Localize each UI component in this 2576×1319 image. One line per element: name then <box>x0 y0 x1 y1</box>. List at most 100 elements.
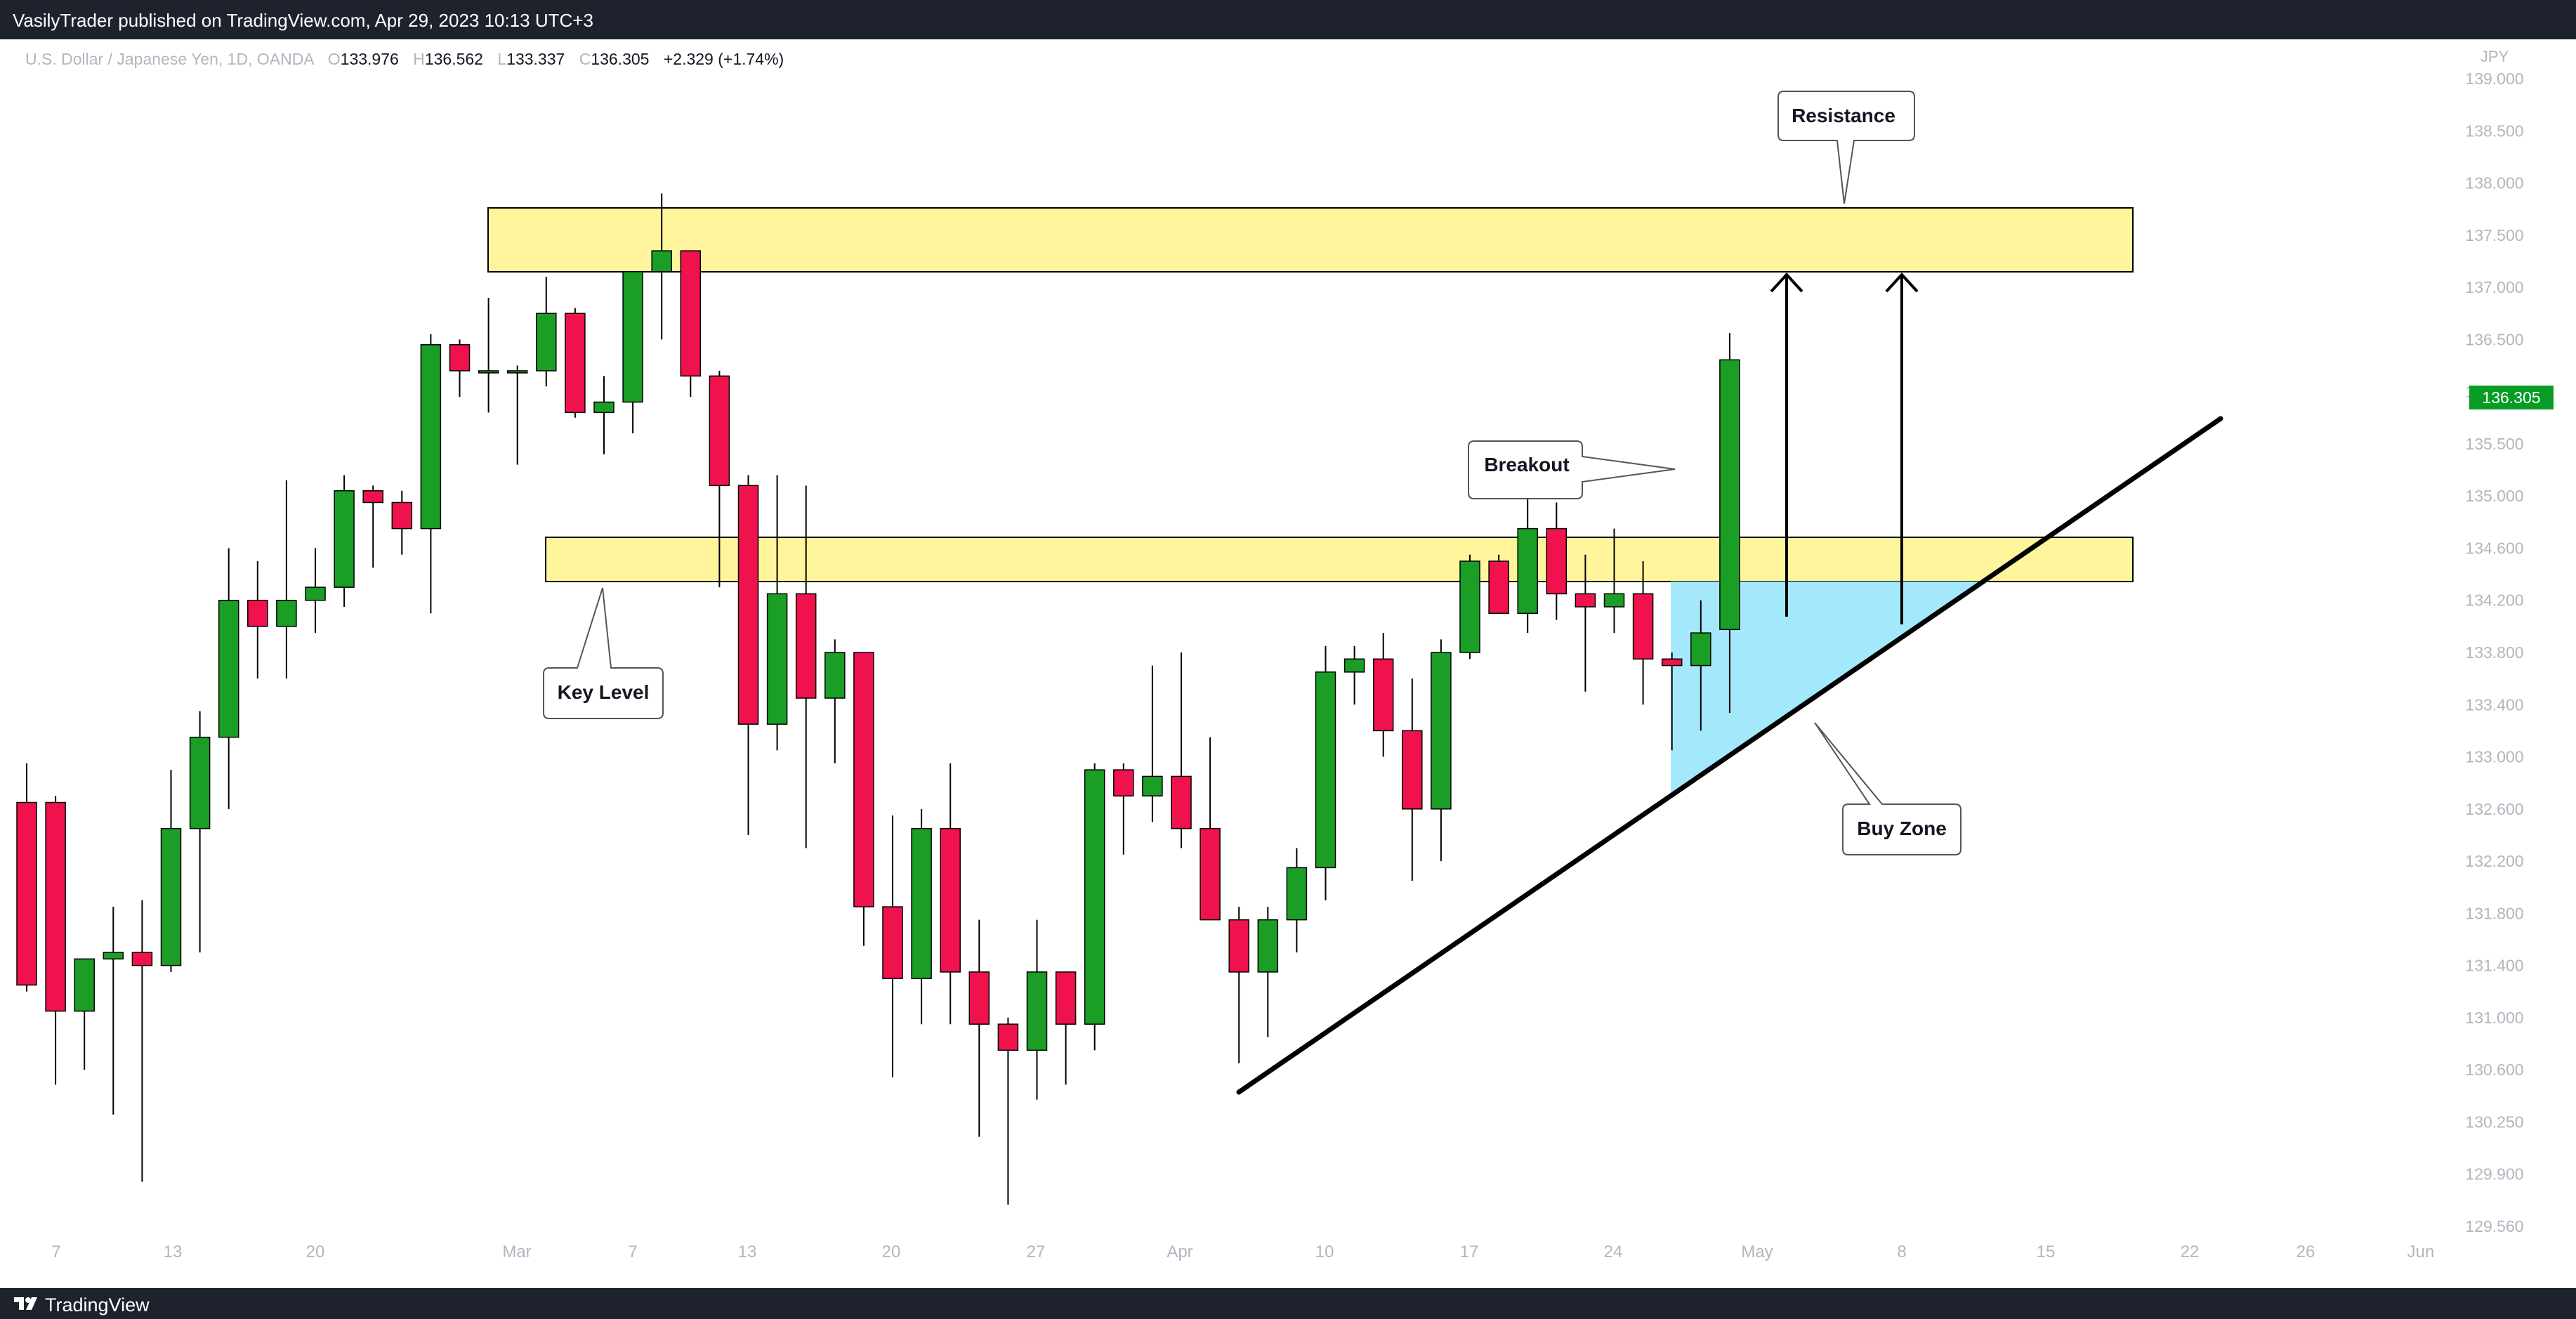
candle[interactable] <box>1431 639 1452 862</box>
price-axis[interactable]: 139.000 138.500 138.000 137.500 137.000 136.5… <box>2465 70 2523 1235</box>
x-tick-label: Mar <box>502 1242 531 1261</box>
key-level-zone[interactable] <box>545 537 2134 582</box>
candle[interactable] <box>160 770 182 972</box>
candle[interactable] <box>737 475 759 835</box>
projection-arrow-2[interactable] <box>1885 273 1919 624</box>
candle[interactable] <box>189 711 211 953</box>
y-tick-label: 132.600 <box>2465 800 2523 818</box>
candle[interactable] <box>1286 848 1308 953</box>
candle[interactable] <box>276 480 297 679</box>
candle-body <box>103 952 124 960</box>
candle[interactable] <box>1228 907 1249 1063</box>
y-tick-label: 129.900 <box>2465 1165 2523 1183</box>
candle[interactable] <box>709 370 730 588</box>
candle[interactable] <box>1055 971 1077 1085</box>
candle[interactable] <box>940 763 961 1025</box>
publisher-text: VasilyTrader published on TradingView.co… <box>13 10 593 31</box>
candle[interactable] <box>45 796 66 1085</box>
candle[interactable] <box>1661 652 1683 751</box>
candle[interactable] <box>1459 554 1480 660</box>
candle[interactable] <box>1488 554 1509 615</box>
candle[interactable] <box>131 900 153 1182</box>
breakout-callout[interactable]: Breakout <box>1468 440 1676 499</box>
candle[interactable] <box>680 250 702 398</box>
chart-svg[interactable]: U.S. Dollar / Japanese Yen, 1D, OANDA O1… <box>0 39 2576 1288</box>
candle[interactable] <box>103 907 124 1115</box>
candle-body <box>74 958 95 1012</box>
candle[interactable] <box>968 919 990 1137</box>
candle[interactable] <box>506 365 528 465</box>
x-tick-label: 22 <box>2181 1242 2200 1261</box>
candle[interactable] <box>593 376 615 454</box>
candle[interactable] <box>766 475 788 751</box>
candle[interactable] <box>247 561 268 679</box>
candle[interactable] <box>478 297 499 413</box>
time-axis[interactable]: 7 13 20 Mar 7 13 20 27 Apr 10 17 24 May 8 15 22 26 Jun <box>51 1242 2434 1261</box>
candle-body <box>1286 867 1308 921</box>
last-price-tag-bg <box>2469 386 2554 409</box>
candle[interactable] <box>1142 665 1163 822</box>
buy-zone-callout[interactable]: Buy Zone <box>1814 722 1961 855</box>
y-tick-label: 138.000 <box>2465 174 2523 192</box>
y-tick-label: 130.600 <box>2465 1061 2523 1079</box>
candle[interactable] <box>882 815 903 1077</box>
candle[interactable] <box>1632 561 1654 705</box>
candle[interactable] <box>622 271 643 434</box>
candle[interactable] <box>651 193 672 340</box>
candle[interactable] <box>1690 600 1711 731</box>
candle[interactable] <box>1372 633 1394 757</box>
candle[interactable] <box>74 958 95 1070</box>
y-tick-label: 133.800 <box>2465 643 2523 662</box>
candle[interactable] <box>1603 528 1625 634</box>
x-tick-label: Apr <box>1167 1242 1192 1261</box>
candle[interactable] <box>1113 763 1134 855</box>
candle[interactable] <box>853 652 874 946</box>
candle-body <box>1026 971 1048 1051</box>
projection-arrow-1[interactable] <box>1770 273 1803 617</box>
key-level-callout[interactable]: Key Level <box>543 587 664 719</box>
y-tick-label: 139.000 <box>2465 70 2523 88</box>
candle[interactable] <box>1200 737 1221 921</box>
candle[interactable] <box>1343 645 1365 705</box>
resistance-label: Resistance <box>1792 105 1895 126</box>
candle[interactable] <box>1171 652 1192 848</box>
candle[interactable] <box>391 490 413 555</box>
candle-body <box>680 250 702 377</box>
resistance-callout[interactable]: Resistance <box>1777 91 1915 204</box>
candle[interactable] <box>536 277 557 387</box>
candle[interactable] <box>824 639 846 763</box>
candle[interactable] <box>1575 554 1596 692</box>
candle[interactable] <box>795 485 817 848</box>
resistance-zone[interactable] <box>487 207 2134 273</box>
candle-body <box>1200 827 1221 921</box>
candle[interactable] <box>362 485 383 568</box>
candle[interactable] <box>911 808 932 1025</box>
candle[interactable] <box>449 339 471 398</box>
candle[interactable] <box>1546 502 1568 620</box>
x-tick-label: 17 <box>1460 1242 1479 1261</box>
breakout-label: Breakout <box>1484 454 1569 475</box>
candle-body <box>1084 769 1105 1025</box>
candle[interactable] <box>1257 907 1279 1037</box>
candle[interactable] <box>16 763 37 992</box>
candle-body <box>1632 593 1654 660</box>
candle[interactable] <box>1517 490 1538 634</box>
candle[interactable] <box>420 334 442 614</box>
candle[interactable] <box>1026 919 1048 1100</box>
candle[interactable] <box>1402 678 1423 881</box>
candle[interactable] <box>1084 763 1105 1051</box>
candle-body <box>1546 527 1568 595</box>
chart-area[interactable]: U.S. Dollar / Japanese Yen, 1D, OANDA O1… <box>0 39 2576 1288</box>
candle[interactable] <box>997 1017 1019 1205</box>
candle[interactable] <box>1719 333 1740 713</box>
y-tick-label: 133.000 <box>2465 748 2523 766</box>
candle[interactable] <box>218 548 239 809</box>
ascending-trendline[interactable] <box>1236 416 2223 1095</box>
candle[interactable] <box>565 308 586 418</box>
candle-body <box>420 344 442 530</box>
legend-open: 133.976 <box>341 50 399 68</box>
candle[interactable] <box>305 548 326 634</box>
candle[interactable] <box>1315 645 1336 900</box>
buy-zone-label: Buy Zone <box>1857 818 1947 839</box>
candle[interactable] <box>334 475 355 608</box>
